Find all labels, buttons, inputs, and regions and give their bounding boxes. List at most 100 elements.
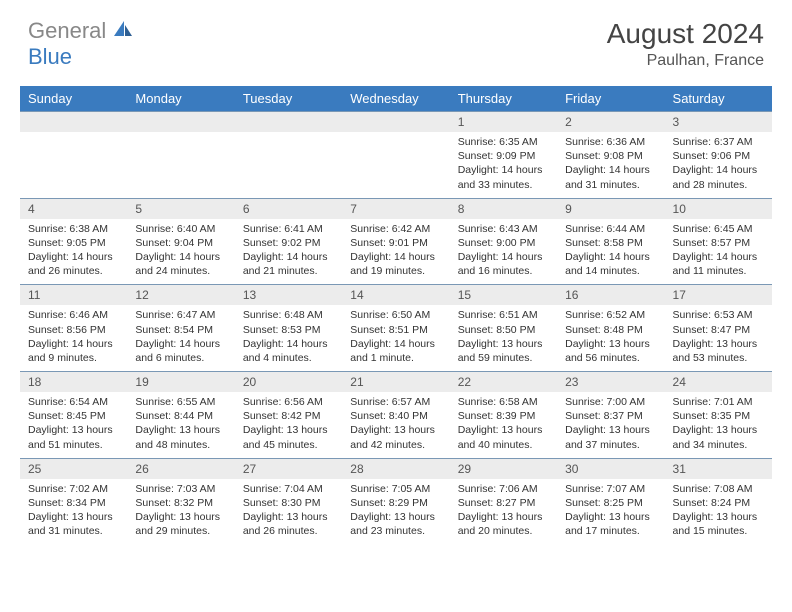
day-number: 25 (20, 458, 127, 479)
day-set: Sunset: 8:35 PM (673, 409, 764, 423)
day-rise: Sunrise: 6:38 AM (28, 222, 119, 236)
day-cell (235, 132, 342, 198)
day-dl1: Daylight: 13 hours (350, 510, 441, 524)
dow-header: Thursday (450, 86, 557, 112)
day-dl2: and 31 minutes. (565, 178, 656, 192)
day-dl2: and 26 minutes. (243, 524, 334, 538)
day-set: Sunset: 8:29 PM (350, 496, 441, 510)
day-dl1: Daylight: 14 hours (350, 250, 441, 264)
day-rise: Sunrise: 6:43 AM (458, 222, 549, 236)
day-cell: Sunrise: 7:04 AMSunset: 8:30 PMDaylight:… (235, 479, 342, 545)
calendar-table: SundayMondayTuesdayWednesdayThursdayFrid… (20, 86, 772, 544)
day-dl1: Daylight: 13 hours (458, 510, 549, 524)
day-number: 10 (665, 198, 772, 219)
day-set: Sunset: 9:01 PM (350, 236, 441, 250)
day-number: 18 (20, 372, 127, 393)
logo-text-blue: Blue (28, 44, 72, 69)
day-rise: Sunrise: 6:46 AM (28, 308, 119, 322)
day-rise: Sunrise: 6:52 AM (565, 308, 656, 322)
day-number: 17 (665, 285, 772, 306)
day-dl1: Daylight: 13 hours (673, 510, 764, 524)
day-dl2: and 20 minutes. (458, 524, 549, 538)
day-dl1: Daylight: 13 hours (135, 510, 226, 524)
day-set: Sunset: 9:06 PM (673, 149, 764, 163)
day-dl1: Daylight: 14 hours (28, 337, 119, 351)
month-title: August 2024 (607, 18, 764, 50)
day-set: Sunset: 8:51 PM (350, 323, 441, 337)
day-cell: Sunrise: 6:48 AMSunset: 8:53 PMDaylight:… (235, 305, 342, 371)
day-cell: Sunrise: 6:58 AMSunset: 8:39 PMDaylight:… (450, 392, 557, 458)
day-cell: Sunrise: 6:57 AMSunset: 8:40 PMDaylight:… (342, 392, 449, 458)
day-set: Sunset: 9:09 PM (458, 149, 549, 163)
day-number: 23 (557, 372, 664, 393)
day-number: 11 (20, 285, 127, 306)
day-dl2: and 11 minutes. (673, 264, 764, 278)
day-set: Sunset: 8:27 PM (458, 496, 549, 510)
day-number: 24 (665, 372, 772, 393)
day-cell: Sunrise: 6:50 AMSunset: 8:51 PMDaylight:… (342, 305, 449, 371)
day-rise: Sunrise: 6:55 AM (135, 395, 226, 409)
day-rise: Sunrise: 6:45 AM (673, 222, 764, 236)
day-cell: Sunrise: 6:56 AMSunset: 8:42 PMDaylight:… (235, 392, 342, 458)
day-row: Sunrise: 6:35 AMSunset: 9:09 PM Daylight:… (20, 132, 772, 198)
day-dl2: and 24 minutes. (135, 264, 226, 278)
day-rise: Sunrise: 6:56 AM (243, 395, 334, 409)
day-set: Sunset: 8:45 PM (28, 409, 119, 423)
day-dl2: and 6 minutes. (135, 351, 226, 365)
dow-header: Wednesday (342, 86, 449, 112)
day-cell: Sunrise: 7:05 AMSunset: 8:29 PMDaylight:… (342, 479, 449, 545)
day-cell: Sunrise: 6:36 AMSunset: 9:08 PMDaylight:… (557, 132, 664, 198)
header: General August 2024 Paulhan, France (0, 0, 792, 78)
daynum-row: 11121314151617 (20, 285, 772, 306)
day-cell: Sunrise: 6:41 AMSunset: 9:02 PMDaylight:… (235, 219, 342, 285)
day-cell: Sunrise: 7:03 AMSunset: 8:32 PMDaylight:… (127, 479, 234, 545)
day-rise: Sunrise: 6:35 AM (458, 135, 549, 149)
day-dl1: Daylight: 14 hours (673, 250, 764, 264)
day-cell: Sunrise: 6:54 AMSunset: 8:45 PMDaylight:… (20, 392, 127, 458)
day-set: Sunset: 9:05 PM (28, 236, 119, 250)
day-dl2: and 16 minutes. (458, 264, 549, 278)
day-set: Sunset: 8:42 PM (243, 409, 334, 423)
day-dl1: Daylight: 13 hours (673, 337, 764, 351)
title-block: August 2024 Paulhan, France (607, 18, 764, 70)
dow-row: SundayMondayTuesdayWednesdayThursdayFrid… (20, 86, 772, 112)
day-cell: Sunrise: 6:42 AMSunset: 9:01 PMDaylight:… (342, 219, 449, 285)
day-dl2: and 17 minutes. (565, 524, 656, 538)
day-rise: Sunrise: 7:04 AM (243, 482, 334, 496)
day-cell: Sunrise: 7:00 AMSunset: 8:37 PMDaylight:… (557, 392, 664, 458)
day-number: 20 (235, 372, 342, 393)
day-number (235, 112, 342, 133)
day-set: Sunset: 8:47 PM (673, 323, 764, 337)
day-row: Sunrise: 6:46 AMSunset: 8:56 PMDaylight:… (20, 305, 772, 371)
day-dl2: and 59 minutes. (458, 351, 549, 365)
day-number: 26 (127, 458, 234, 479)
day-cell: Sunrise: 6:52 AMSunset: 8:48 PMDaylight:… (557, 305, 664, 371)
day-number: 19 (127, 372, 234, 393)
day-rise: Sunrise: 6:47 AM (135, 308, 226, 322)
day-dl1: Daylight: 14 hours (135, 250, 226, 264)
day-dl2: and 51 minutes. (28, 438, 119, 452)
day-set: Sunset: 8:39 PM (458, 409, 549, 423)
day-rise: Sunrise: 6:57 AM (350, 395, 441, 409)
day-cell: Sunrise: 7:08 AMSunset: 8:24 PMDaylight:… (665, 479, 772, 545)
daynum-row: 25262728293031 (20, 458, 772, 479)
day-number: 1 (450, 112, 557, 133)
day-set: Sunset: 9:00 PM (458, 236, 549, 250)
day-dl1: Daylight: 14 hours (565, 163, 656, 177)
day-number: 9 (557, 198, 664, 219)
day-set: Sunset: 8:25 PM (565, 496, 656, 510)
dow-header: Monday (127, 86, 234, 112)
day-dl1: Daylight: 14 hours (28, 250, 119, 264)
day-set: Sunset: 8:53 PM (243, 323, 334, 337)
daynum-row: 18192021222324 (20, 372, 772, 393)
day-rise: Sunrise: 6:48 AM (243, 308, 334, 322)
day-number: 22 (450, 372, 557, 393)
day-rise: Sunrise: 6:53 AM (673, 308, 764, 322)
day-cell: Sunrise: 6:38 AMSunset: 9:05 PMDaylight:… (20, 219, 127, 285)
day-row: Sunrise: 6:54 AMSunset: 8:45 PMDaylight:… (20, 392, 772, 458)
day-dl1: Daylight: 13 hours (565, 337, 656, 351)
day-cell: Sunrise: 6:47 AMSunset: 8:54 PMDaylight:… (127, 305, 234, 371)
logo: General (28, 18, 136, 44)
day-rise: Sunrise: 7:08 AM (673, 482, 764, 496)
day-dl2: and 1 minute. (350, 351, 441, 365)
